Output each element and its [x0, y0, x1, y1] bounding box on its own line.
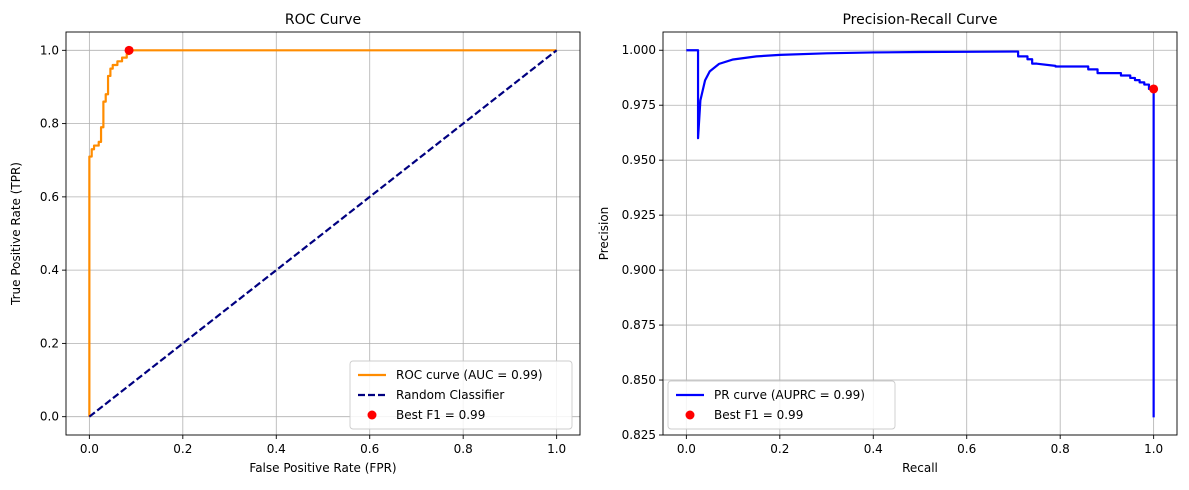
roc-y-tick-label: 0.0 — [40, 410, 59, 424]
pr-y-axis-label: Precision — [597, 207, 611, 261]
pr-x-tick-label: 0.2 — [770, 442, 789, 456]
pr-chart-panel: 0.0 0.2 0.4 0.6 0.8 1.0 0.825 0.850 0.875 0.900 0.… — [597, 12, 1178, 475]
pr-y-tick-label: 0.825 — [622, 428, 656, 442]
roc-chart-title: ROC Curve — [285, 12, 361, 28]
pr-y-tick-label: 0.950 — [622, 153, 656, 167]
roc-y-tick-label: 0.2 — [40, 336, 59, 350]
pr-x-tick-label: 0.0 — [677, 442, 696, 456]
roc-y-tick-label: 0.6 — [40, 190, 59, 204]
roc-legend-swatch-point — [367, 410, 377, 420]
pr-chart-title: Precision-Recall Curve — [842, 12, 997, 28]
pr-y-tick-label: 0.900 — [622, 263, 656, 277]
pr-y-tick-label: 0.875 — [622, 318, 656, 332]
pr-x-axis-label: Recall — [902, 461, 938, 475]
pr-y-tick-label: 0.975 — [622, 98, 656, 112]
pr-legend: PR curve (AUPRC = 0.99) Best F1 = 0.99 — [667, 380, 896, 430]
roc-x-tick-label: 0.6 — [360, 442, 379, 456]
roc-x-axis-label: False Positive Rate (FPR) — [249, 461, 396, 475]
pr-series-curve-line — [686, 49, 1155, 418]
pr-x-tick-label: 0.4 — [864, 442, 883, 456]
pr-best-f1-point — [1149, 84, 1159, 94]
pr-y-tick-label: 0.850 — [622, 373, 656, 387]
roc-legend-label: Random Classifier — [396, 388, 504, 402]
roc-chart-panel: 0.0 0.2 0.4 0.6 0.8 1.0 0.0 0.2 0.4 0.6 0.8 1.0 ROC … — [9, 12, 581, 475]
roc-x-tick-label: 0.8 — [454, 442, 473, 456]
pr-x-tick-label: 0.6 — [957, 442, 976, 456]
roc-legend: ROC curve (AUC = 0.99) Random Classifier B… — [349, 360, 573, 430]
roc-series-random-classifier-line — [88, 49, 558, 418]
roc-best-f1-point — [124, 45, 134, 55]
pr-legend-swatch-point — [685, 410, 695, 420]
roc-x-tick-label: 0.2 — [173, 442, 192, 456]
roc-gridlines — [66, 32, 580, 435]
roc-y-tick-label: 0.4 — [40, 263, 59, 277]
roc-legend-box — [349, 360, 573, 430]
roc-y-tick-label: 0.8 — [40, 117, 59, 131]
pr-axes-frame — [662, 31, 1178, 436]
pr-legend-label: PR curve (AUPRC = 0.99) — [714, 388, 865, 402]
roc-x-tick-label: 0.0 — [80, 442, 99, 456]
roc-y-axis-label: True Positive Rate (TPR) — [9, 162, 23, 306]
roc-series-curve-line — [88, 49, 557, 417]
roc-axes-frame — [65, 31, 581, 436]
roc-x-tick-label: 0.4 — [267, 442, 286, 456]
roc-y-tick-label: 1.0 — [40, 43, 59, 57]
roc-legend-label: ROC curve (AUC = 0.99) — [396, 368, 543, 382]
pr-y-tick-label: 0.925 — [622, 208, 656, 222]
pr-legend-box — [667, 380, 896, 430]
pr-legend-label: Best F1 = 0.99 — [714, 408, 803, 422]
roc-x-tick-label: 1.0 — [547, 442, 566, 456]
pr-y-tick-label: 1.000 — [622, 43, 656, 57]
pr-x-tick-label: 0.8 — [1051, 442, 1070, 456]
roc-legend-label: Best F1 = 0.99 — [396, 408, 485, 422]
pr-x-tick-label: 1.0 — [1144, 442, 1163, 456]
